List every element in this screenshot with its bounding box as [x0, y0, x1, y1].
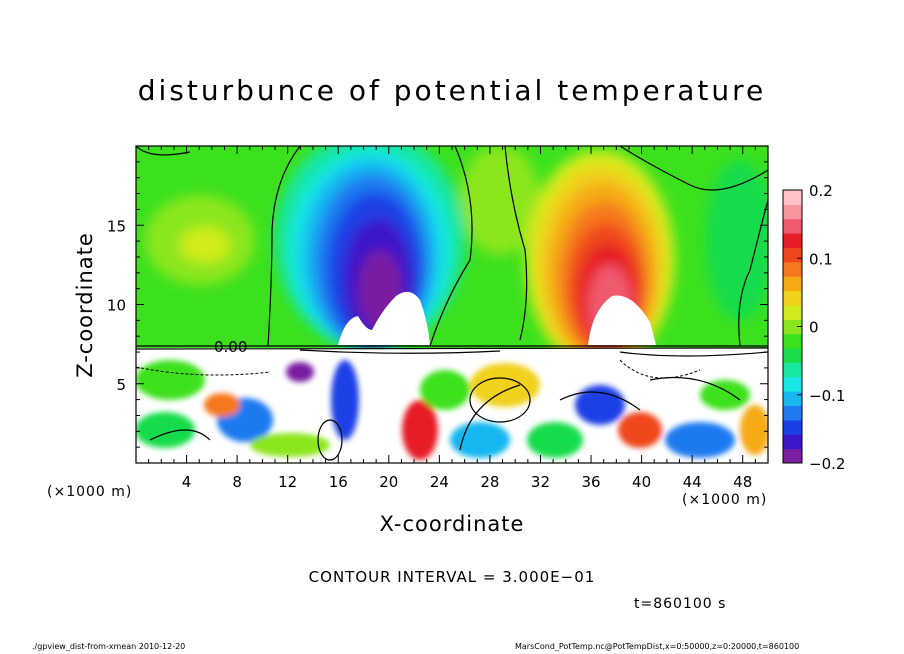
- colorbar-label: −0.1: [809, 387, 845, 405]
- colorbar-swatch: [783, 333, 802, 349]
- colorbar-swatch: [783, 348, 802, 363]
- x-tick-label: 40: [632, 473, 651, 491]
- colorbar-swatch: [783, 405, 802, 421]
- colorbar-swatch: [783, 376, 802, 392]
- y-tick-label: 15: [107, 217, 126, 235]
- x-axis-label: X-coordinate: [379, 512, 525, 536]
- x-unit-label-right: (×1000 m): [682, 492, 768, 508]
- x-tick-label: 24: [430, 473, 449, 491]
- colorbar-swatch: [783, 304, 802, 320]
- colorbar-swatch: [783, 419, 802, 435]
- colorbar-label: 0.1: [809, 250, 833, 268]
- colorbar-swatch: [783, 233, 802, 248]
- colorbar-label: 0: [809, 319, 819, 337]
- colorbar-swatch: [783, 434, 802, 450]
- colorbar-swatch: [783, 218, 802, 234]
- time-label: t=860100 s: [634, 596, 727, 612]
- x-tick-label: 32: [531, 473, 550, 491]
- colorbar-label: 0.2: [809, 182, 833, 200]
- colorbar-swatch: [783, 290, 802, 306]
- colorbar-swatch: [783, 190, 802, 205]
- x-tick-label: 8: [232, 473, 242, 491]
- colorbar-swatch: [783, 204, 802, 220]
- contour-zero-label: 0.00: [214, 338, 247, 356]
- x-tick-label: 44: [683, 473, 702, 491]
- x-unit-label-left: (×1000 m): [47, 484, 133, 500]
- x-tick-label: 4: [182, 473, 192, 491]
- chart-title: disturbunce of potential temperature: [137, 74, 767, 107]
- y-tick-label: 5: [116, 376, 126, 394]
- y-axis-label: Z-coordinate: [73, 232, 97, 378]
- colorbar-label: −0.2: [809, 455, 845, 473]
- x-tick-label: 12: [278, 473, 297, 491]
- footer-left: ./gpview_dist-from-xmean 2010-12-20: [32, 642, 186, 651]
- contour-interval-label: CONTOUR INTERVAL = 3.000E−01: [308, 568, 596, 586]
- colorbar-swatch: [783, 448, 802, 464]
- colorbar-swatch: [783, 362, 802, 378]
- y-tick-label: 10: [107, 297, 126, 315]
- colorbar-swatch: [783, 276, 802, 292]
- colorbar-swatch: [783, 247, 802, 263]
- footer-right: MarsCond_PotTemp.nc@PotTempDist,x=0:5000…: [515, 642, 800, 651]
- x-tick-label: 28: [480, 473, 499, 491]
- heatmap-field: [136, 146, 768, 463]
- colorbar-swatch: [783, 261, 802, 277]
- colorbar-swatch: [783, 391, 802, 407]
- x-tick-label: 36: [581, 473, 600, 491]
- x-tick-label: 16: [329, 473, 348, 491]
- x-tick-label: 20: [379, 473, 398, 491]
- x-tick-label: 48: [733, 473, 752, 491]
- colorbar-swatch: [783, 319, 802, 335]
- colorbar: 0.2 0.1 0 −0.1 −0.2: [782, 182, 845, 473]
